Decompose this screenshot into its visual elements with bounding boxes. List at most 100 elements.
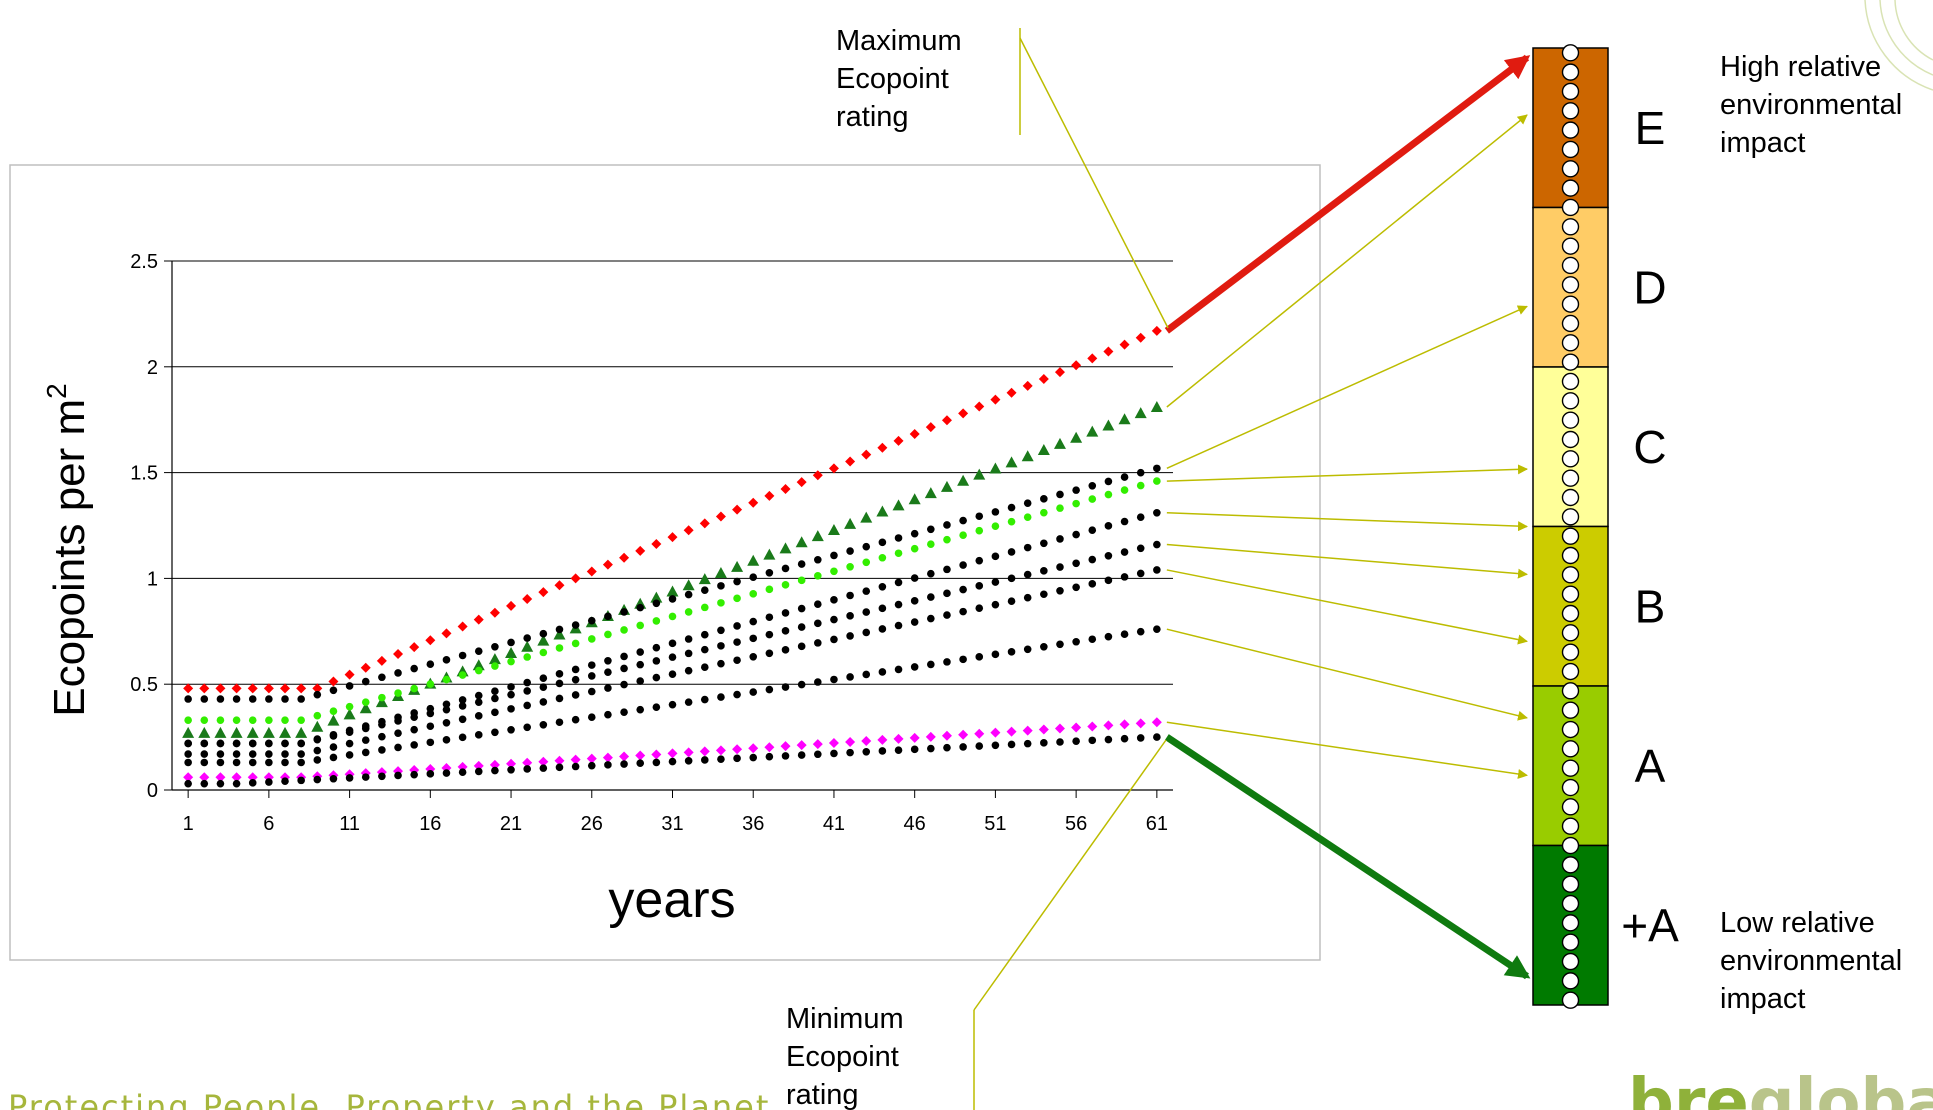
series-0-point: [1103, 346, 1114, 357]
series-7-point: [410, 741, 418, 749]
series-0-point: [215, 683, 226, 694]
series-3-point: [491, 662, 499, 670]
series-7-point: [361, 748, 370, 757]
scale-marker-icon: [1561, 798, 1580, 816]
series-6-point: [184, 750, 192, 758]
series-9-point: [862, 748, 871, 756]
series-3-point: [894, 549, 903, 558]
series-3-point: [1023, 513, 1032, 521]
series-0-point: [1119, 339, 1130, 350]
series-3-point: [248, 716, 257, 724]
series-8-point: [1022, 725, 1033, 736]
series-6-point: [361, 736, 370, 744]
scale-marker-icon: [1561, 933, 1580, 951]
series-3-point: [1120, 486, 1129, 494]
series-7-point: [717, 693, 725, 701]
series-3-point: [458, 671, 467, 679]
series-3-point: [1072, 499, 1080, 508]
series-8-point: [522, 757, 533, 768]
series-0-point: [812, 470, 823, 481]
series-5-point: [442, 705, 451, 714]
series-3-point: [265, 716, 273, 724]
series-9-point: [927, 744, 935, 753]
series-0-point: [393, 649, 404, 660]
series-0-point: [1071, 360, 1082, 371]
series-9-point: [184, 779, 192, 788]
series-7-point: [1153, 625, 1161, 633]
series-8-point: [1006, 726, 1017, 737]
series-5-point: [878, 604, 887, 613]
scale-marker-icon: [1561, 778, 1580, 797]
x-tick-label-4: 21: [500, 813, 522, 835]
series-3-point: [394, 689, 402, 697]
series-2-point: [458, 651, 467, 660]
series-9-point: [216, 779, 225, 788]
series-8-point: [1038, 724, 1049, 735]
series-7-point: [329, 753, 338, 762]
series-5-point: [555, 679, 564, 688]
series-2-point: [281, 695, 289, 703]
series-4-point: [1153, 509, 1161, 517]
series-3-point: [1104, 490, 1113, 499]
series-7-point: [555, 718, 564, 727]
series-2-point: [1136, 468, 1145, 477]
series-9-point: [910, 745, 919, 754]
series-pointer-6: [1166, 569, 1528, 645]
max-label-line1: Maximum: [836, 25, 962, 57]
rating-scale: E D C B A +A: [1532, 47, 1679, 1006]
scale-marker-icon: [1561, 44, 1580, 62]
series-7-point: [700, 695, 709, 704]
series-9-point: [975, 742, 984, 750]
series-4-point: [975, 556, 984, 565]
series-3-point: [378, 693, 386, 702]
series-0-point: [1038, 373, 1049, 384]
series-9-point: [733, 754, 741, 763]
series-4-point: [878, 582, 887, 591]
series-4-point: [507, 683, 515, 691]
series-4-point: [862, 587, 871, 595]
series-0-point: [715, 511, 726, 522]
series-6-point: [248, 750, 257, 758]
series-6-point: [684, 666, 693, 675]
series-0-point: [441, 628, 452, 639]
series-6-point: [281, 750, 289, 758]
scale-marker-icon: [1561, 662, 1580, 681]
series-2-point: [620, 608, 628, 616]
series-0-point: [376, 655, 387, 666]
series-6-point: [1007, 597, 1016, 605]
series-2-point: [297, 695, 305, 703]
series-3-point: [620, 626, 628, 634]
series-0-point: [1151, 325, 1162, 336]
series-6-point: [830, 635, 838, 644]
series-5-point: [700, 645, 709, 654]
series-0-point: [538, 587, 549, 598]
series-1-point: [1053, 437, 1066, 449]
x-tick-label-3: 16: [419, 813, 441, 835]
series-7-point: [894, 665, 903, 674]
series-pointer-5: [1166, 543, 1528, 579]
series-8-point: [861, 735, 872, 746]
series-3-point: [281, 716, 289, 724]
series-5-point: [265, 739, 273, 748]
series-1-point: [488, 653, 501, 665]
series-6-point: [313, 746, 322, 755]
series-0-point: [683, 525, 694, 536]
series-0-point: [958, 408, 969, 419]
series-1-point: [650, 591, 663, 603]
series-3-point: [539, 648, 548, 657]
y-tick-label-1: 0.5: [130, 674, 158, 696]
series-6-point: [1056, 586, 1064, 595]
series-5-point: [587, 672, 596, 680]
series-3-point: [507, 657, 515, 666]
series-6-point: [458, 715, 467, 724]
series-2-point: [491, 642, 499, 651]
series-9-point: [329, 774, 338, 783]
series-1-point: [1118, 413, 1131, 425]
series-4-point: [830, 596, 838, 604]
scale-marker-icon: [1561, 450, 1580, 468]
x-tick-label-5: 26: [581, 813, 603, 835]
y-axis-title-superscript: 2: [41, 383, 72, 399]
series-9-point: [248, 779, 257, 787]
series-1-point: [666, 585, 679, 597]
series-6-point: [781, 646, 790, 654]
